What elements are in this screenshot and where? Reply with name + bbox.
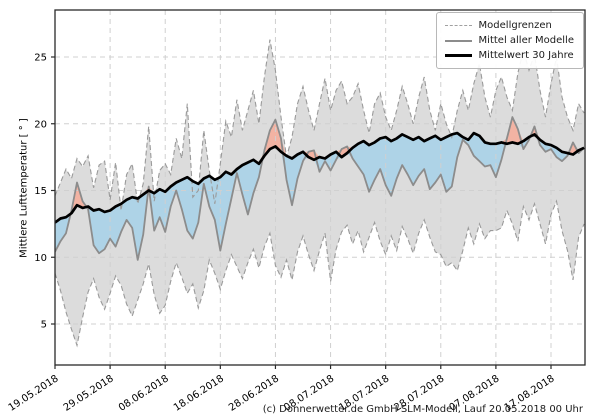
y-tick-label: 5: [41, 320, 47, 331]
legend-label: Modellgrenzen: [478, 20, 552, 31]
mean30-line: [55, 131, 585, 224]
plot-frame: [54, 9, 586, 366]
dashed-line-icon: [444, 25, 472, 26]
x-tick-label: 19.05.2018: [7, 373, 61, 413]
legend-item-mittelwert-30-jahre: Mittelwert 30 Jahre: [444, 48, 574, 63]
legend-item-mittel-aller-modelle: Mittel aller Modelle: [444, 33, 574, 48]
model-envelope-area: [55, 39, 585, 346]
legend-label: Mittel aller Modelle: [478, 35, 574, 46]
gray-line-icon: [444, 39, 472, 42]
legend-item-modellgrenzen: Modellgrenzen: [444, 18, 574, 33]
envelope-upper-border: [55, 39, 585, 211]
y-tick-label: 25: [34, 53, 47, 64]
x-tick-label: 29.05.2018: [62, 373, 116, 413]
y-axis-title: Mittlere Lufttemperatur [ ° ]: [18, 118, 30, 258]
y-tick-label: 20: [34, 119, 47, 130]
x-tick-label: 18.06.2018: [172, 373, 226, 413]
envelope-lower-border: [55, 199, 585, 348]
x-tick-label: 08.06.2018: [117, 373, 171, 413]
plot-area: [55, 10, 585, 365]
copyright-caption: (c) Donnerwetter.de GmbH SLM-Modell, Lau…: [262, 404, 583, 415]
y-tick-label: 15: [34, 186, 47, 197]
black-line-icon: [444, 54, 472, 57]
model-mean-line: [55, 116, 585, 261]
legend-label: Mittelwert 30 Jahre: [478, 50, 574, 61]
y-tick-label: 10: [34, 253, 47, 264]
legend: Modellgrenzen Mittel aller Modelle Mitte…: [435, 12, 584, 69]
